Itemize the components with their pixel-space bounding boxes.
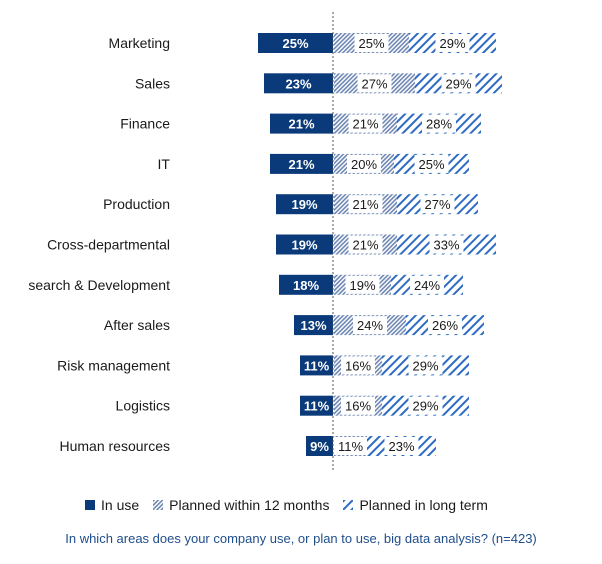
- bar-in-use: [300, 355, 333, 376]
- bar-in-use: [300, 395, 333, 416]
- stacked-bar-chart: Marketing 25% 25% 29% Sales 23% 27% 29% Finance 2…: [28, 12, 502, 470]
- data-label-planned-long-term: 24%: [414, 278, 440, 293]
- data-label-background: [422, 114, 456, 133]
- data-label-background: [435, 34, 470, 52]
- bar-in-use: [279, 274, 333, 295]
- data-label-planned-long-term: 25%: [418, 157, 444, 172]
- bar-in-use: [270, 153, 333, 174]
- data-label-background: [441, 74, 476, 93]
- data-label-planned-long-term: 26%: [432, 318, 458, 333]
- data-label-in-use: 11%: [304, 358, 330, 373]
- legend: In use Planned within 12 months Planned …: [85, 497, 488, 513]
- data-label-planned-long-term: 29%: [439, 36, 465, 51]
- data-label-in-use: 9%: [310, 439, 329, 454]
- data-label-background: [354, 34, 389, 52]
- data-label-background: [348, 235, 383, 254]
- category-label: After sales: [104, 317, 170, 333]
- data-label-planned-12-months: 27%: [361, 76, 387, 91]
- data-label-planned-long-term: 23%: [388, 439, 414, 454]
- data-label-in-use: 23%: [285, 76, 311, 91]
- data-label-background: [345, 275, 380, 294]
- in-use-swatch-icon: [85, 500, 95, 510]
- data-label-planned-12-months: 20%: [351, 157, 377, 172]
- data-label-background: [428, 316, 462, 335]
- data-label-in-use: 13%: [300, 318, 326, 333]
- data-label-in-use: 25%: [282, 36, 308, 51]
- data-label-background: [408, 396, 443, 415]
- bar-in-use: [276, 194, 333, 215]
- data-label-planned-12-months: 16%: [345, 358, 371, 373]
- data-label-background: [414, 154, 449, 173]
- data-label-in-use: 21%: [288, 117, 314, 132]
- category-label: Cross-departmental: [47, 237, 170, 253]
- bar-in-use: [276, 234, 333, 255]
- data-label-in-use: 18%: [293, 278, 319, 293]
- data-label-background: [341, 396, 375, 415]
- category-label: Risk management: [57, 357, 170, 373]
- data-label-planned-12-months: 16%: [345, 399, 371, 414]
- data-label-planned-long-term: 29%: [412, 358, 438, 373]
- category-label: Human resources: [60, 438, 171, 454]
- category-label: Sales: [135, 75, 170, 91]
- planned-12-swatch-icon: [153, 500, 164, 510]
- data-label-planned-12-months: 11%: [338, 439, 363, 454]
- legend-item-planned-12: Planned within 12 months: [153, 497, 329, 513]
- data-label-planned-long-term: 28%: [426, 117, 452, 132]
- legend-label-planned-12: Planned within 12 months: [169, 497, 330, 513]
- chart-footnote: In which areas does your company use, or…: [65, 531, 537, 546]
- legend-item-planned-long: Planned in long term: [343, 497, 488, 513]
- data-label-planned-12-months: 21%: [352, 238, 378, 253]
- data-label-background: [410, 275, 444, 294]
- bar-in-use: [270, 113, 333, 134]
- data-label-background: [353, 316, 387, 335]
- data-label-background: [408, 356, 443, 375]
- data-label-planned-12-months: 24%: [357, 318, 383, 333]
- bar-in-use: [258, 33, 333, 53]
- data-label-background: [429, 235, 464, 254]
- legend-label-planned-long: Planned in long term: [359, 497, 488, 513]
- data-label-background: [420, 195, 455, 214]
- data-label-background: [341, 356, 375, 375]
- bar-in-use: [264, 73, 333, 94]
- data-label-planned-long-term: 33%: [433, 238, 459, 253]
- data-label-planned-12-months: 21%: [352, 197, 378, 212]
- legend-item-in-use: In use: [85, 497, 139, 513]
- data-label-background: [333, 437, 368, 455]
- category-label: Production: [103, 196, 170, 212]
- data-label-background: [357, 74, 392, 93]
- category-label: Marketing: [109, 35, 170, 51]
- data-label-planned-long-term: 29%: [445, 76, 471, 91]
- data-label-in-use: 19%: [291, 238, 317, 253]
- planned-long-swatch-icon: [343, 500, 354, 510]
- data-label-in-use: 19%: [291, 197, 317, 212]
- category-label: Finance: [120, 116, 170, 132]
- category-label: search & Development: [28, 277, 170, 293]
- data-label-in-use: 11%: [304, 399, 330, 414]
- data-label-in-use: 21%: [288, 157, 314, 172]
- data-label-planned-long-term: 27%: [424, 197, 450, 212]
- category-label: IT: [158, 156, 171, 172]
- legend-label-in-use: In use: [101, 497, 140, 513]
- data-label-background: [348, 114, 383, 133]
- bar-in-use: [306, 436, 333, 456]
- data-label-planned-12-months: 21%: [352, 117, 378, 132]
- data-label-planned-12-months: 19%: [349, 278, 375, 293]
- data-label-background: [348, 195, 383, 214]
- bar-in-use: [294, 315, 333, 336]
- data-label-planned-long-term: 29%: [412, 399, 438, 414]
- data-label-background: [384, 437, 419, 455]
- data-label-planned-12-months: 25%: [358, 36, 384, 51]
- category-label: Logistics: [116, 398, 170, 414]
- data-label-background: [347, 154, 381, 173]
